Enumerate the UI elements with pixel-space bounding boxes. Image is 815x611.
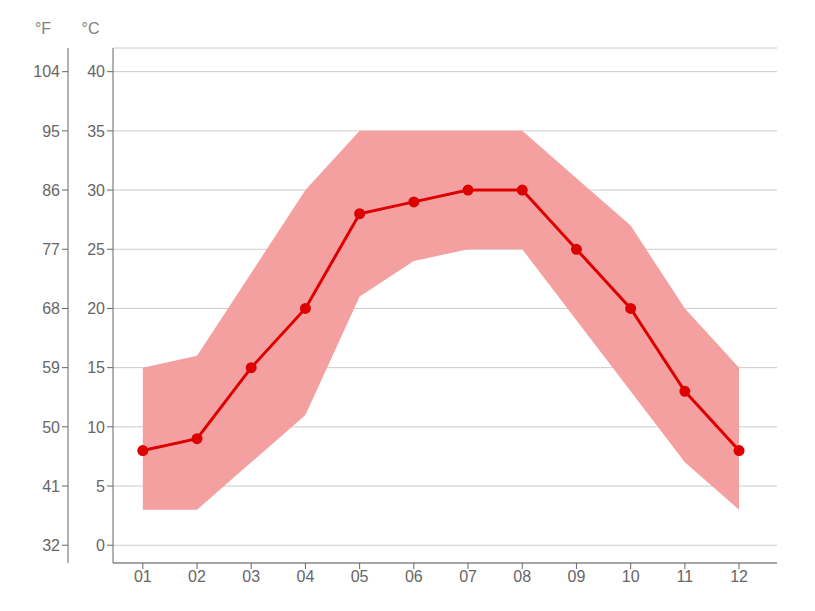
svg-text:10: 10 — [622, 568, 640, 585]
svg-text:15: 15 — [87, 359, 105, 376]
svg-text:35: 35 — [87, 123, 105, 140]
svg-text:59: 59 — [42, 359, 60, 376]
svg-text:05: 05 — [351, 568, 369, 585]
svg-text:5: 5 — [96, 478, 105, 495]
svg-text:68: 68 — [42, 300, 60, 317]
svg-text:10: 10 — [87, 419, 105, 436]
svg-text:08: 08 — [513, 568, 531, 585]
svg-text:09: 09 — [568, 568, 586, 585]
svg-text:77: 77 — [42, 241, 60, 258]
svg-text:01: 01 — [134, 568, 152, 585]
svg-text:06: 06 — [405, 568, 423, 585]
svg-text:104: 104 — [33, 63, 60, 80]
svg-text:03: 03 — [242, 568, 260, 585]
svg-text:°F: °F — [35, 20, 51, 37]
svg-text:11: 11 — [677, 568, 694, 585]
svg-text:0: 0 — [96, 537, 105, 554]
svg-text:25: 25 — [87, 241, 105, 258]
svg-text:30: 30 — [87, 182, 105, 199]
svg-text:41: 41 — [42, 478, 60, 495]
svg-text:20: 20 — [87, 300, 105, 317]
svg-text:86: 86 — [42, 182, 60, 199]
svg-text:02: 02 — [188, 568, 206, 585]
svg-text:07: 07 — [459, 568, 477, 585]
svg-text:32: 32 — [42, 537, 60, 554]
svg-text:°C: °C — [82, 20, 100, 37]
svg-text:04: 04 — [297, 568, 315, 585]
svg-text:40: 40 — [87, 63, 105, 80]
svg-text:95: 95 — [42, 123, 60, 140]
svg-text:50: 50 — [42, 419, 60, 436]
svg-text:12: 12 — [730, 568, 748, 585]
